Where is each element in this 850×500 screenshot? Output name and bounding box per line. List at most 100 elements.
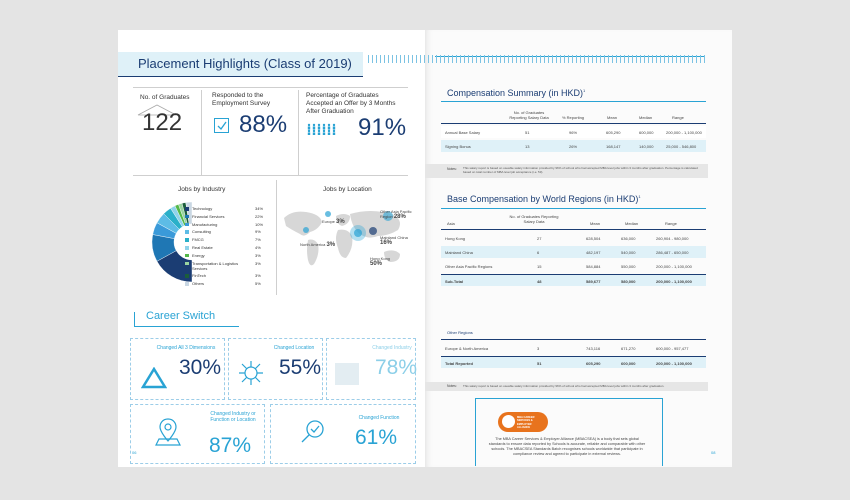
regions-header-asia: Asia (447, 221, 455, 226)
location-title: Jobs by Location (323, 186, 372, 193)
table-row: Other Asia Pacific Regions 15 584,884 550,0… (441, 260, 706, 272)
divider (276, 180, 277, 295)
legend-item: Real Estate 4% (185, 245, 265, 251)
comp-header-pct: % Reporting (562, 115, 585, 120)
mbacsea-text: The MBA Career Services & Employer Allia… (488, 437, 646, 457)
legend-item: FinTech 3% (185, 273, 265, 279)
table-cell: 482,197 (586, 250, 601, 255)
regions-header-mean: Mean (590, 221, 601, 226)
legend-label: Others (192, 281, 205, 287)
legend-pct: 9% (255, 229, 261, 235)
table-cell: Total Reported (445, 361, 473, 366)
legend-item: Transportation & Logistics Services 3% (185, 261, 265, 271)
table-cell: 51 (537, 361, 542, 366)
cs-box-1: Changed Location 55% (228, 338, 323, 400)
legend-item: Technology 34% (185, 206, 265, 212)
table-cell: 260,904 - 980,000 (656, 236, 689, 241)
table-row: Hong Kong 27 628,504 636,000 260,904 - 980,0… (441, 232, 706, 244)
cs-box-4: Changed Function 61% (270, 404, 416, 464)
responded-label: Responded to the Employment Survey (212, 92, 271, 107)
comp-header-range: Range (672, 115, 684, 120)
legend-label: Real Estate (192, 245, 213, 250)
graduates-value: 122 (142, 109, 183, 136)
table-cell: 584,884 (586, 264, 601, 269)
table-cell: 550,000 (621, 264, 636, 269)
legend-label: FinTech (192, 273, 207, 279)
table-cell: 6 (537, 250, 540, 255)
comp-header-median: Median (639, 115, 653, 120)
table-cell: 286,487 - 650,000 (656, 250, 689, 255)
other-regions-label: Other Regions (447, 330, 473, 335)
legend-label: Financial Services (192, 213, 225, 219)
loc-label-1: North America 3% (300, 242, 336, 248)
decorative-ticks (368, 55, 708, 63)
table-cell: 200,000 - 1,100,000 (656, 264, 692, 269)
legend-swatch (185, 253, 189, 258)
table-cell: 589,677 (586, 279, 601, 284)
cs-box-2: Changed Industry 78% (326, 338, 417, 400)
table-cell: Hong Kong (445, 236, 466, 241)
banner-underline (118, 76, 363, 77)
comp-row-0: Annual Base Salary 51 96% 605,290 600,00… (441, 126, 706, 138)
table-cell: 671,270 (621, 346, 636, 351)
network-icon (239, 361, 263, 385)
cs-bracket (134, 312, 138, 326)
comp-header-mean: Mean (607, 115, 618, 120)
comp-title-rule (441, 101, 706, 102)
loc-label-3: Mainland China 16% (380, 235, 408, 246)
cs-box-0: Changed All 3 Dimensions 30% (130, 338, 225, 400)
responded-value: 88% (239, 111, 288, 138)
legend-item: Financial Services 22% (185, 214, 265, 220)
industry-donut-chart (134, 200, 193, 284)
world-map (280, 206, 414, 278)
legend-swatch (185, 238, 189, 242)
industry-legend: Technology 34% Financial Services 22% Manufa… (185, 206, 270, 288)
accepted-label: Percentage of Graduates Accepted an Offe… (306, 92, 396, 115)
legend-label: FMCG (192, 237, 204, 243)
comp-notes-bar: Notes: This salary report is based on us… (425, 164, 708, 178)
legend-label: Technology (192, 206, 213, 211)
regions-header-median: Median (625, 221, 639, 226)
table-cell: 15 (537, 264, 542, 269)
people-icon (306, 122, 346, 135)
divider (201, 90, 202, 175)
regions-title-rule (441, 208, 706, 209)
table-cell: Sub-Total (445, 279, 464, 284)
location-bubbles (303, 211, 393, 241)
triangle-icon (141, 367, 167, 389)
cs-underline (134, 326, 239, 327)
loc-label-2: Other Asia Pacific Region 28% (380, 209, 412, 220)
legend-swatch (185, 274, 189, 278)
legend-pct: 10% (255, 221, 264, 227)
graduates-label: No. of Graduates (140, 94, 190, 101)
divider (298, 90, 299, 175)
table-cell: Other Asia Pacific Regions (445, 264, 493, 269)
accepted-value: 91% (358, 114, 407, 141)
loc-label-0: Europe 3% (322, 219, 345, 225)
legend-swatch (185, 246, 189, 250)
table-cell: Europe & North America (445, 346, 489, 351)
legend-pct: 22% (255, 213, 264, 219)
regions-header-n: No. of Graduates Reporting Salary Data (509, 214, 559, 224)
legend-pct: 7% (255, 237, 261, 243)
table-row: Europe & North America 3 743,116 671,270 600… (441, 342, 706, 354)
legend-swatch (185, 282, 189, 286)
table-row: Sub-Total 48 589,677 580,000 200,000 - 1,100… (441, 274, 706, 286)
page-number-left: 06 (132, 450, 137, 455)
page-title: Placement Highlights (Class of 2019) (138, 56, 352, 71)
table-cell: 200,000 - 1,100,000 (656, 279, 692, 284)
legend-item: Others 5% (185, 281, 265, 287)
table-cell: Mainland China (445, 250, 473, 255)
career-switch-title: Career Switch (146, 310, 216, 322)
legend-label: Energy (192, 252, 205, 258)
table-row: Mainland China 6 482,197 540,000 286,487 - 6… (441, 246, 706, 258)
comp-header-rule (441, 123, 706, 124)
legend-swatch (185, 230, 189, 234)
comp-title: Compensation Summary (in HKD)1 (447, 88, 586, 98)
table-cell: 636,000 (621, 236, 636, 241)
legend-pct: 3% (255, 252, 261, 258)
legend-pct: 5% (255, 281, 261, 287)
table-cell: 605,290 (586, 361, 601, 366)
mbacsea-box (475, 398, 663, 466)
legend-pct: 4% (255, 245, 261, 250)
